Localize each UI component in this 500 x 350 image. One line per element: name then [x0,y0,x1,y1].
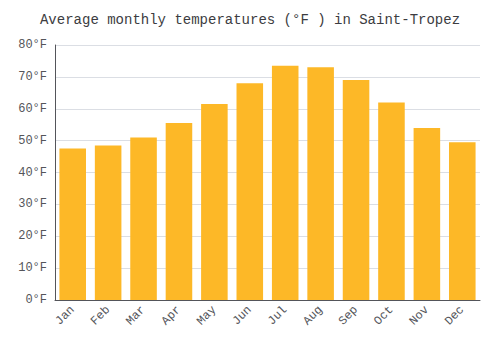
svg-text:Sep: Sep [336,303,361,328]
svg-text:80°F: 80°F [18,38,47,52]
svg-text:Jun: Jun [230,303,255,328]
svg-text:Aug: Aug [300,303,325,328]
svg-text:70°F: 70°F [18,70,47,84]
svg-text:Apr: Apr [159,303,184,328]
svg-text:Mar: Mar [123,303,148,328]
svg-text:20°F: 20°F [18,229,47,243]
svg-text:Jan: Jan [53,303,78,328]
svg-text:10°F: 10°F [18,261,47,275]
svg-text:Dec: Dec [442,303,467,328]
svg-text:Oct: Oct [371,303,396,328]
svg-text:0°F: 0°F [25,293,47,307]
svg-text:40°F: 40°F [18,166,47,180]
svg-text:Jul: Jul [265,303,290,328]
svg-text:Average monthly temperatures (: Average monthly temperatures (°F ) in Sa… [40,12,460,28]
svg-text:30°F: 30°F [18,197,47,211]
svg-text:Feb: Feb [88,303,113,328]
svg-text:Nov: Nov [407,303,432,328]
svg-text:May: May [194,303,219,328]
svg-text:60°F: 60°F [18,102,47,116]
svg-text:50°F: 50°F [18,134,47,148]
